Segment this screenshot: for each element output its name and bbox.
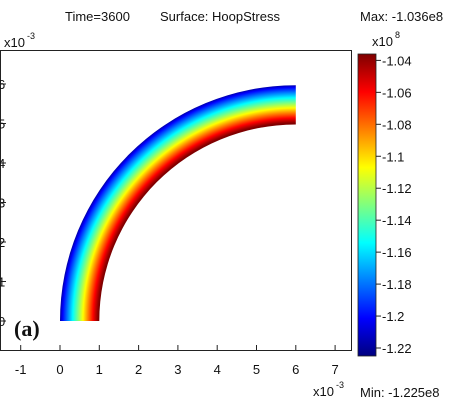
svg-text:-3: -3 — [27, 31, 35, 41]
panel-label: (a) — [14, 316, 40, 341]
y-tick-label: 3 — [0, 196, 5, 211]
svg-text:x10: x10 — [372, 34, 393, 49]
colorbar-tick-label: -1.1 — [382, 149, 404, 164]
x-tick-label: 4 — [214, 362, 221, 377]
x-tick-label: 1 — [96, 362, 103, 377]
colorbar-tick-label: -1.12 — [382, 181, 412, 196]
colorbar — [357, 53, 377, 357]
colorbar-tick-label: -1.2 — [382, 309, 404, 324]
colorbar-tick-label: -1.22 — [382, 341, 412, 356]
colorbar-tick-label: -1.06 — [382, 85, 412, 100]
colorbar-tick-label: -1.16 — [382, 245, 412, 260]
y-tick-label: 4 — [0, 156, 5, 171]
y-axis-ticks: 0 1 2 3 4 5 6 — [0, 77, 6, 329]
x-tick-label: -1 — [15, 362, 27, 377]
surface-label: Surface: HoopStress — [160, 9, 280, 24]
colorbar-tick-label: -1.14 — [382, 213, 412, 228]
plot-frame — [0, 50, 352, 351]
y-tick-label: 0 — [0, 314, 5, 329]
svg-text:x10: x10 — [313, 384, 334, 399]
x-tick-label: 0 — [56, 362, 63, 377]
hoop-stress-surface — [60, 85, 296, 321]
x-tick-label: 2 — [135, 362, 142, 377]
max-label: Max: -1.036e8 — [360, 9, 443, 24]
x-tick-label: 7 — [331, 362, 338, 377]
x-tick-label: 5 — [253, 362, 260, 377]
y-tick-label: 2 — [0, 235, 5, 250]
y-axis-multiplier: x10 -3 — [4, 31, 35, 50]
y-tick-label: 1 — [0, 275, 5, 290]
x-axis-multiplier: x10 -3 — [313, 380, 344, 399]
y-tick-label: 6 — [0, 77, 5, 92]
x-tick-label: 6 — [292, 362, 299, 377]
colorbar-multiplier: x10 8 — [372, 30, 400, 49]
y-tick-label: 5 — [0, 117, 5, 132]
colorbar-tick-label: -1.18 — [382, 277, 412, 292]
time-label: Time=3600 — [65, 9, 130, 24]
x-axis-ticks: -1 0 1 2 3 4 5 6 7 — [15, 345, 339, 377]
svg-text:-3: -3 — [336, 380, 344, 390]
min-label: Min: -1.225e8 — [360, 385, 440, 400]
x-tick-label: 3 — [174, 362, 181, 377]
colorbar-tick-label: -1.04 — [382, 53, 412, 68]
svg-text:x10: x10 — [4, 35, 25, 50]
svg-text:8: 8 — [395, 30, 400, 40]
colorbar-tick-label: -1.08 — [382, 117, 412, 132]
colorbar-ticks: -1.04 -1.06 -1.08 -1.1 -1.12 -1.14 -1.16 -1.18 -… — [376, 53, 412, 356]
